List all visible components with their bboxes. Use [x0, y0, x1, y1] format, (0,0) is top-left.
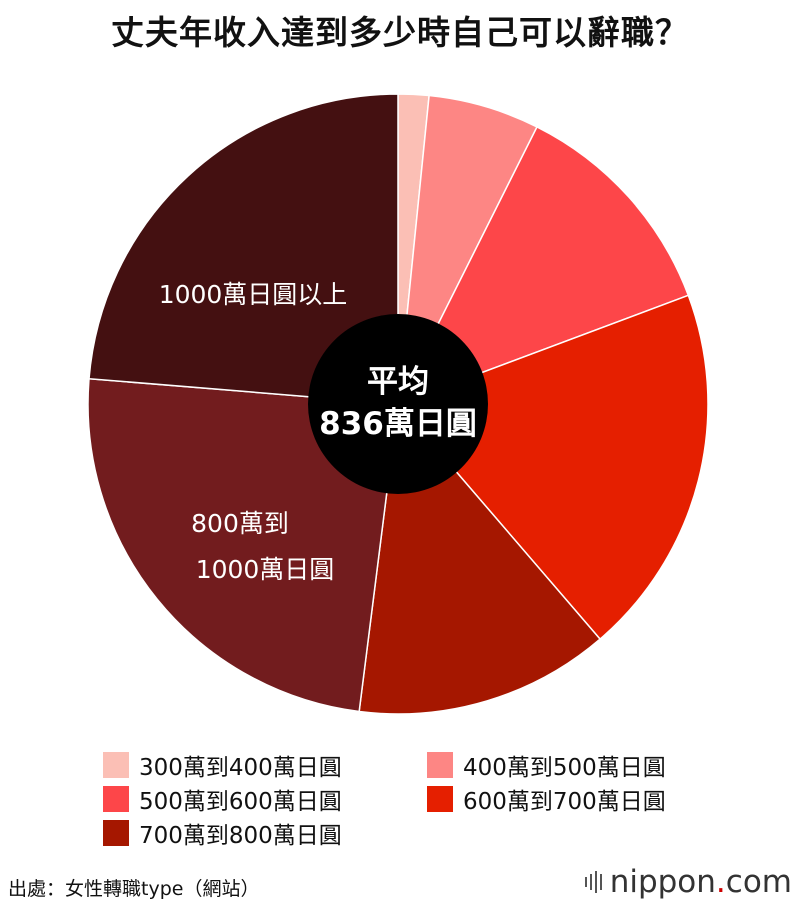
brand-suffix: com — [725, 864, 792, 900]
chart-title: 丈夫年收入達到多少時自己可以辭職？ — [111, 13, 689, 52]
legend-item-600-700: 600萬到700萬日圓 — [427, 782, 666, 816]
slice-label-800-1000-line1: 800萬到 — [191, 509, 289, 538]
pie-chart: 平均 836萬日圓 1000萬日圓以上 800萬到 1000萬日圓 — [87, 93, 709, 715]
legend-swatch — [427, 786, 453, 812]
pie-slice-6 — [87, 377, 399, 713]
source-note: 出處：女性轉職type（網站） — [8, 878, 260, 900]
pie-slice-3 — [396, 125, 690, 406]
brand-name: nippon — [609, 864, 716, 900]
legend-item-400-500: 400萬到500萬日圓 — [427, 748, 666, 782]
legend-swatch — [427, 752, 453, 778]
center-label-line1: 平均 — [367, 364, 429, 400]
legend-item-500-600: 500萬到600萬日圓 — [103, 782, 342, 816]
legend-swatch — [103, 786, 129, 812]
center-label-line2: 836萬日圓 — [319, 406, 477, 442]
legend-label: 600萬到700萬日圓 — [463, 789, 666, 815]
brand-dot: . — [715, 864, 726, 900]
legend-item-300-400: 300萬到400萬日圓 — [103, 748, 342, 782]
legend-swatch — [103, 820, 129, 846]
legend-swatch — [103, 752, 129, 778]
brand-bars-icon — [584, 871, 602, 893]
nippon-logo: nippon. com — [584, 864, 792, 900]
center-circle — [308, 314, 488, 494]
pie-slice-7 — [88, 93, 399, 405]
legend-item-700-800: 700萬到800萬日圓 — [103, 816, 342, 850]
slice-label-1000-plus: 1000萬日圓以上 — [159, 280, 348, 309]
legend-label: 300萬到400萬日圓 — [139, 755, 342, 781]
legend-label: 500萬到600萬日圓 — [139, 789, 342, 815]
legend-label: 400萬到500萬日圓 — [463, 755, 666, 781]
slice-label-800-1000-line2: 1000萬日圓 — [196, 555, 335, 584]
legend-label: 700萬到800萬日圓 — [139, 823, 342, 849]
